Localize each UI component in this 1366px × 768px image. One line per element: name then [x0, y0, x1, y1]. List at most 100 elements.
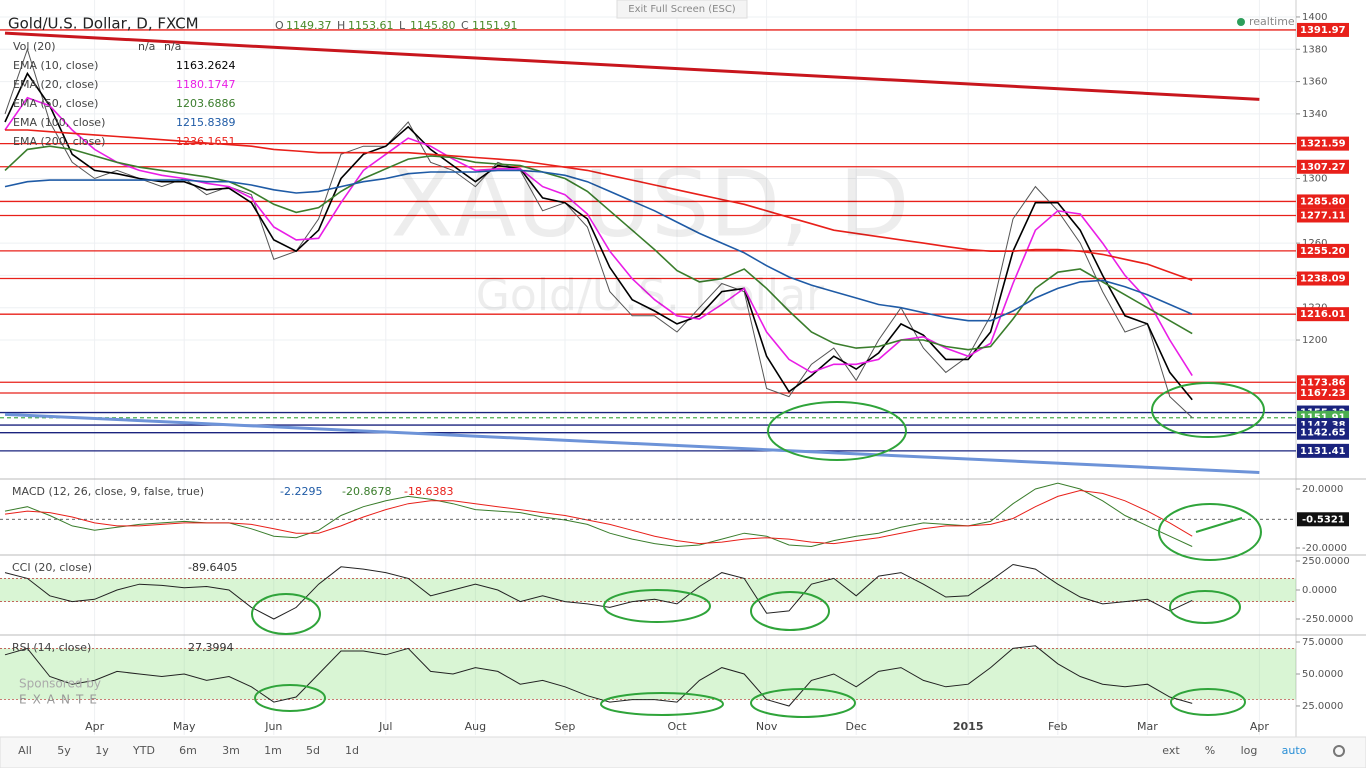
legend-name: EMA (10, close) [13, 59, 98, 72]
level-label: 1216.01 [1300, 309, 1346, 320]
series-line [5, 129, 1193, 282]
level-label: 1173.86 [1300, 377, 1346, 388]
annotations [251, 382, 1265, 718]
y-tick-label: 50.0000 [1302, 669, 1343, 680]
marker-label: -0.5321 [1302, 514, 1345, 525]
pane-value: -89.6405 [188, 561, 237, 574]
y-tick-label: 1380 [1302, 44, 1327, 55]
ohlc-value: 1151.91 [472, 19, 518, 32]
range-button[interactable]: 3m [222, 744, 240, 757]
annotation-ellipse [251, 593, 321, 635]
pane-title: RSI (14, close) [12, 641, 91, 654]
y-tick-label: 1200 [1302, 335, 1327, 346]
ohlc-key: H [337, 19, 345, 32]
legend-value: 1180.1747 [176, 78, 236, 91]
level-badge [1297, 159, 1349, 174]
range-button[interactable]: 1d [345, 744, 359, 757]
level-label: 1238.09 [1300, 274, 1346, 285]
option-button[interactable]: % [1205, 744, 1215, 757]
legend-value: 1163.2624 [176, 59, 236, 72]
exit-button[interactable] [616, 0, 748, 19]
range-button[interactable]: 1m [264, 744, 282, 757]
realtime-label: realtime [1249, 15, 1295, 28]
option-button[interactable]: auto [1282, 744, 1307, 757]
level-badge [1297, 307, 1349, 322]
exit-label[interactable]: Exit Full Screen (ESC) [628, 4, 736, 15]
level-badge [1297, 443, 1349, 458]
legend-value: 1203.6886 [176, 97, 236, 110]
level-label: 1277.11 [1300, 210, 1346, 221]
range-button[interactable]: All [18, 744, 32, 757]
range-button[interactable]: 6m [179, 744, 197, 757]
x-tick-label: Nov [756, 720, 778, 733]
toolbar [0, 736, 1366, 768]
series-line [4, 145, 1193, 351]
level-label: 1391.97 [1300, 25, 1346, 36]
level-label: 1142.65 [1300, 428, 1346, 439]
annotation-ellipse [1170, 688, 1246, 716]
annotation-ellipse [767, 401, 907, 461]
pane-title: MACD (12, 26, close, 9, false, true) [12, 485, 204, 498]
range-button[interactable]: 1y [95, 744, 109, 757]
level-label: 1167.23 [1300, 388, 1346, 399]
range-button[interactable]: 5y [57, 744, 71, 757]
x-tick-label: Sep [555, 720, 576, 733]
ohlc-key: O [275, 19, 284, 32]
ohlc-key: L [399, 19, 406, 32]
x-tick-label: Oct [667, 720, 687, 733]
x-tick-label: Apr [85, 720, 105, 733]
chart-title: Gold/U.S. Dollar, D, FXCM [8, 15, 199, 33]
y-tick-label: 0.0000 [1302, 585, 1337, 596]
band [0, 648, 1296, 700]
pane-value: -2.2295 [280, 485, 322, 498]
level-badge [1297, 385, 1349, 400]
level-label: 1255.20 [1300, 246, 1346, 257]
marker-badge [1297, 512, 1349, 527]
series-line [4, 645, 1193, 707]
toolbar-items: All 5y 1y YTD 6m 3m 1m 5d 1d ext% log auto [18, 744, 1345, 757]
annotation-ellipse [254, 684, 326, 712]
series-line [4, 563, 1193, 620]
legend-name: EMA (100, close) [13, 116, 105, 129]
settings-button[interactable] [1333, 745, 1345, 757]
watermark-sub: Gold/U.S. Dollar [476, 270, 825, 321]
range-button[interactable]: 5d [306, 744, 320, 757]
annotation-ellipse [603, 589, 711, 623]
pane-value: 27.3994 [188, 641, 234, 654]
y-tick-label: 1260 [1302, 238, 1327, 249]
level-badge [1297, 243, 1349, 258]
range-button[interactable]: YTD [132, 744, 155, 757]
annotation-arrow [1195, 517, 1243, 533]
level-label: 1307.27 [1300, 162, 1346, 173]
series-line [4, 489, 1193, 545]
price-axis [1296, 0, 1366, 737]
level-badge [1297, 208, 1349, 223]
x-tick-label: Mar [1137, 720, 1158, 733]
ohlc-value: 1149.37 [286, 19, 332, 32]
y-tick-label: -20.0000 [1302, 543, 1347, 554]
trendline [4, 31, 1260, 101]
y-tick-label: 250.0000 [1302, 556, 1350, 567]
trendline [4, 412, 1260, 475]
pane-value: -20.8678 [342, 485, 391, 498]
y-tick-label: -250.0000 [1302, 614, 1353, 625]
series-line [4, 47, 1193, 418]
level-label: 1285.80 [1300, 196, 1346, 207]
x-tick-label: 2015 [953, 720, 984, 733]
series-line [4, 169, 1193, 322]
y-tick-label: 20.0000 [1302, 484, 1343, 495]
series-line [4, 96, 1193, 377]
level-badge [1297, 22, 1349, 37]
option-button[interactable]: log [1241, 744, 1258, 757]
legend-name: EMA (50, close) [13, 97, 98, 110]
y-tick-label: 1400 [1302, 12, 1327, 23]
option-button[interactable]: ext [1162, 744, 1180, 757]
legend-value: 1236.1651 [176, 135, 236, 148]
level-label: 1131.41 [1300, 446, 1346, 457]
level-badge [1297, 375, 1349, 390]
volume-value: n/a [164, 40, 181, 53]
level-badge [1297, 271, 1349, 286]
x-tick-label: Apr [1250, 720, 1270, 733]
y-tick-label: 1340 [1302, 109, 1327, 120]
x-tick-label: May [173, 720, 196, 733]
